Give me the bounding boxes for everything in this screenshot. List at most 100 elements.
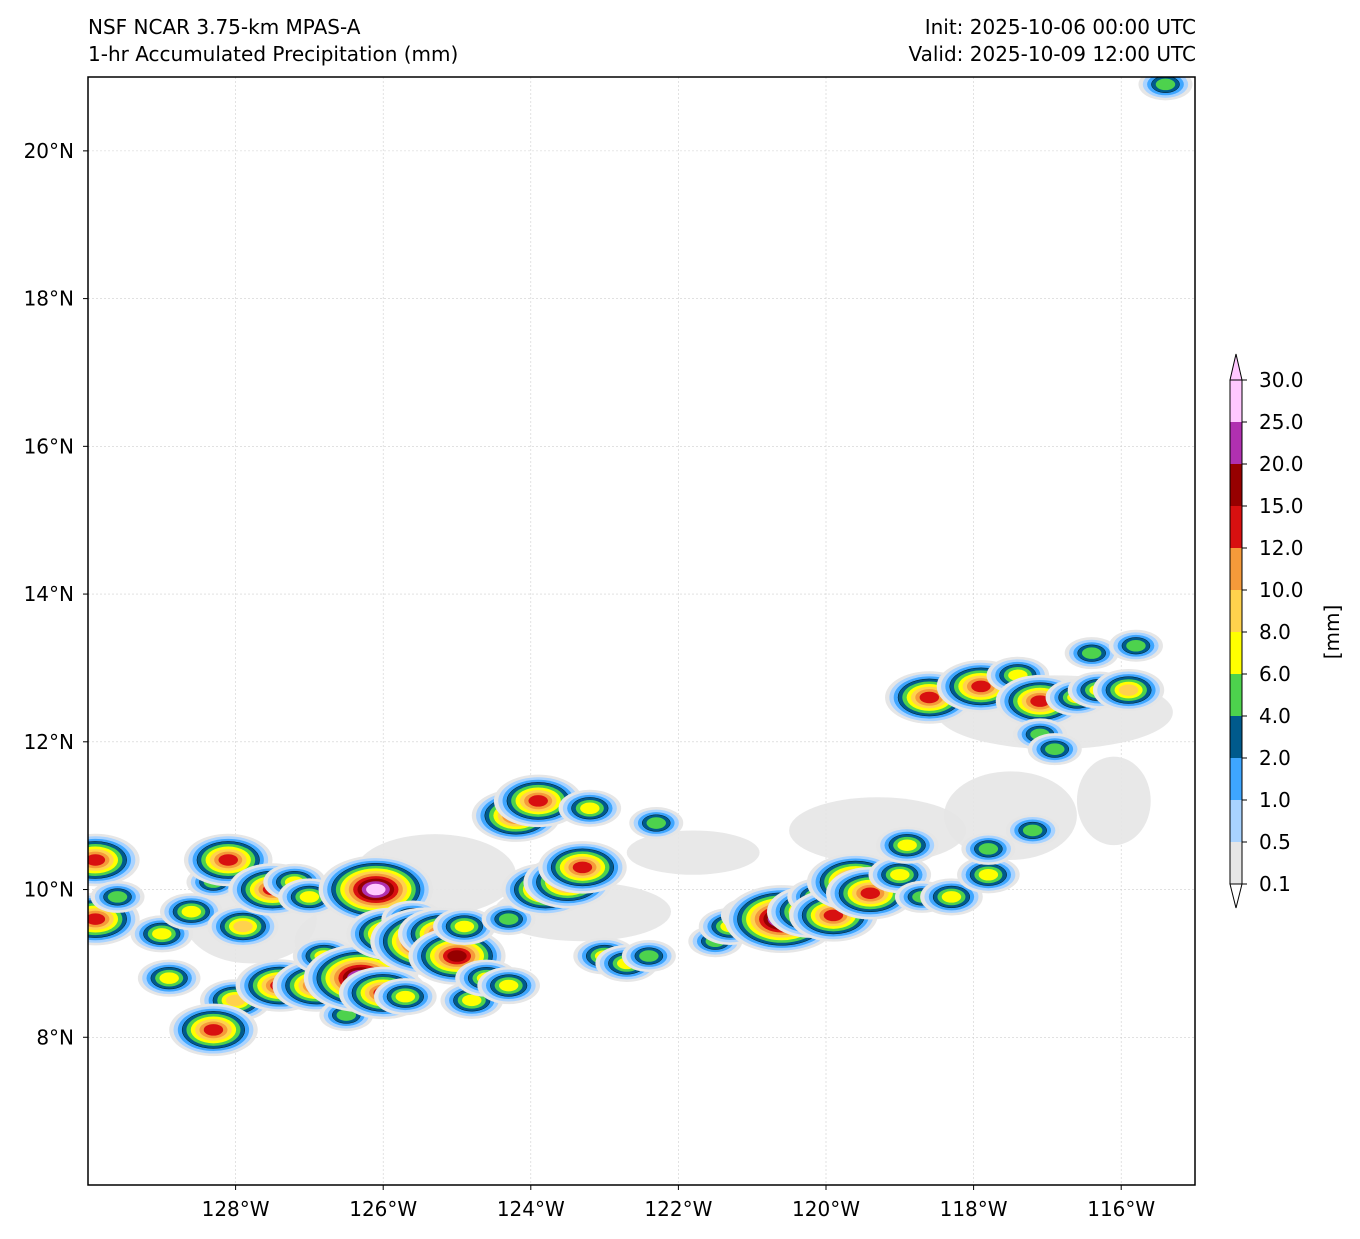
precip-contour bbox=[890, 869, 910, 881]
lat-axis: 20°N 18°N 16°N 14°N 12°N 10°N 8°N bbox=[24, 139, 88, 1049]
colorbar-bin bbox=[1230, 506, 1242, 548]
precip-contour bbox=[580, 802, 600, 815]
precip-contour bbox=[498, 979, 519, 992]
colorbar-level-label: 25.0 bbox=[1259, 410, 1304, 434]
lon-tick-label: 126°W bbox=[349, 1197, 417, 1221]
light-precip-area bbox=[1076, 756, 1151, 846]
precip-cell bbox=[493, 774, 583, 828]
precip-contour bbox=[233, 920, 253, 933]
precip-cell bbox=[433, 907, 496, 946]
precip-cell bbox=[207, 905, 279, 948]
precip-contour bbox=[395, 990, 416, 1003]
field-title: 1-hr Accumulated Precipitation (mm) bbox=[88, 42, 459, 66]
precip-cell bbox=[1138, 77, 1193, 101]
precip-contour bbox=[366, 883, 386, 896]
colorbar-level-label: 0.1 bbox=[1259, 872, 1291, 896]
precip-contour bbox=[447, 950, 467, 962]
colorbar-extend-min bbox=[1229, 883, 1243, 909]
precip-contour bbox=[159, 972, 179, 984]
precip-cells-layer bbox=[88, 77, 1193, 1057]
colorbar-bin bbox=[1230, 842, 1242, 884]
precip-cell bbox=[558, 789, 622, 827]
precip-contour bbox=[528, 795, 548, 807]
light-precip-area bbox=[626, 830, 760, 875]
colorbar-level-label: 6.0 bbox=[1259, 662, 1291, 686]
light-precip-area bbox=[789, 797, 967, 864]
precip-contour bbox=[1155, 78, 1176, 91]
gridlines bbox=[88, 77, 1195, 1185]
precip-contour bbox=[498, 913, 519, 925]
colorbar-bin bbox=[1230, 632, 1242, 674]
precip-contour bbox=[1118, 684, 1139, 696]
map-frame bbox=[87, 76, 1196, 1186]
colorbar-bin bbox=[1230, 590, 1242, 632]
lon-tick-label: 124°W bbox=[497, 1197, 565, 1221]
precip-contour bbox=[454, 920, 475, 933]
precip-contour bbox=[1022, 824, 1043, 837]
model-title: NSF NCAR 3.75-km MPAS-A bbox=[88, 15, 361, 39]
lat-tick-label: 12°N bbox=[24, 730, 74, 754]
colorbar-bin bbox=[1230, 800, 1242, 842]
colorbar-bin bbox=[1230, 548, 1242, 590]
colorbar-level-label: 30.0 bbox=[1259, 368, 1304, 392]
colorbar-extend-max bbox=[1229, 353, 1243, 381]
colorbar-level-label: 2.0 bbox=[1259, 746, 1291, 770]
precip-contour bbox=[572, 861, 593, 874]
precip-contour bbox=[336, 1009, 357, 1021]
colorbar-bin bbox=[1230, 422, 1242, 464]
precip-cell bbox=[1005, 814, 1060, 847]
precip-contour bbox=[181, 905, 202, 918]
precip-cell bbox=[477, 967, 540, 1005]
precip-contour bbox=[646, 817, 666, 829]
colorbar-level-label: 8.0 bbox=[1259, 620, 1291, 644]
precip-cell bbox=[90, 880, 145, 913]
precip-contour bbox=[919, 691, 940, 704]
precip-contour bbox=[1030, 695, 1050, 707]
colorbar-level-label: 15.0 bbox=[1259, 494, 1304, 518]
valid-time: Valid: 2025-10-09 12:00 UTC bbox=[908, 42, 1196, 66]
init-time: Init: 2025-10-06 00:00 UTC bbox=[924, 15, 1196, 39]
precip-contour bbox=[203, 1024, 224, 1036]
precip-contour bbox=[941, 891, 962, 903]
precip-cell bbox=[88, 833, 140, 887]
precip-contour bbox=[971, 680, 991, 693]
precip-cell bbox=[130, 915, 194, 953]
precip-cell bbox=[374, 978, 437, 1016]
colorbar-unit-label: [mm] bbox=[1320, 605, 1344, 660]
colorbar-level-label: 20.0 bbox=[1259, 452, 1304, 476]
lat-tick-label: 20°N bbox=[24, 139, 74, 163]
precip-contour bbox=[88, 854, 106, 866]
lon-tick-label: 128°W bbox=[202, 1197, 270, 1221]
precip-contour bbox=[1081, 647, 1102, 659]
colorbar-bin bbox=[1230, 380, 1242, 422]
precip-contour bbox=[107, 891, 128, 903]
colorbar-level-label: 4.0 bbox=[1259, 704, 1291, 728]
precip-contour bbox=[462, 994, 482, 1007]
colorbar-level-label: 0.5 bbox=[1259, 830, 1291, 854]
colorbar-bin bbox=[1230, 716, 1242, 758]
precip-cell bbox=[160, 893, 223, 931]
precip-cell bbox=[621, 940, 676, 973]
lon-tick-label: 122°W bbox=[644, 1197, 712, 1221]
precip-contour bbox=[978, 869, 999, 881]
precip-cell bbox=[875, 826, 939, 864]
precip-cell bbox=[961, 832, 1016, 865]
precip-contour bbox=[823, 909, 844, 922]
precip-contour bbox=[1045, 743, 1065, 755]
precip-contour bbox=[152, 928, 172, 940]
precip-cell bbox=[1064, 637, 1119, 670]
precip-cell bbox=[481, 903, 536, 936]
precip-contour bbox=[897, 839, 917, 851]
precip-cell bbox=[629, 807, 684, 840]
lon-tick-label: 116°W bbox=[1087, 1197, 1155, 1221]
precip-cell bbox=[1108, 629, 1163, 662]
precip-cell bbox=[1092, 668, 1165, 712]
precip-contour bbox=[88, 913, 106, 925]
lat-tick-label: 8°N bbox=[36, 1025, 74, 1049]
colorbar-bin bbox=[1230, 758, 1242, 800]
lat-tick-label: 18°N bbox=[24, 287, 74, 311]
lat-tick-label: 16°N bbox=[24, 434, 74, 458]
precip-contour bbox=[978, 843, 999, 855]
precip-contour bbox=[639, 950, 659, 962]
